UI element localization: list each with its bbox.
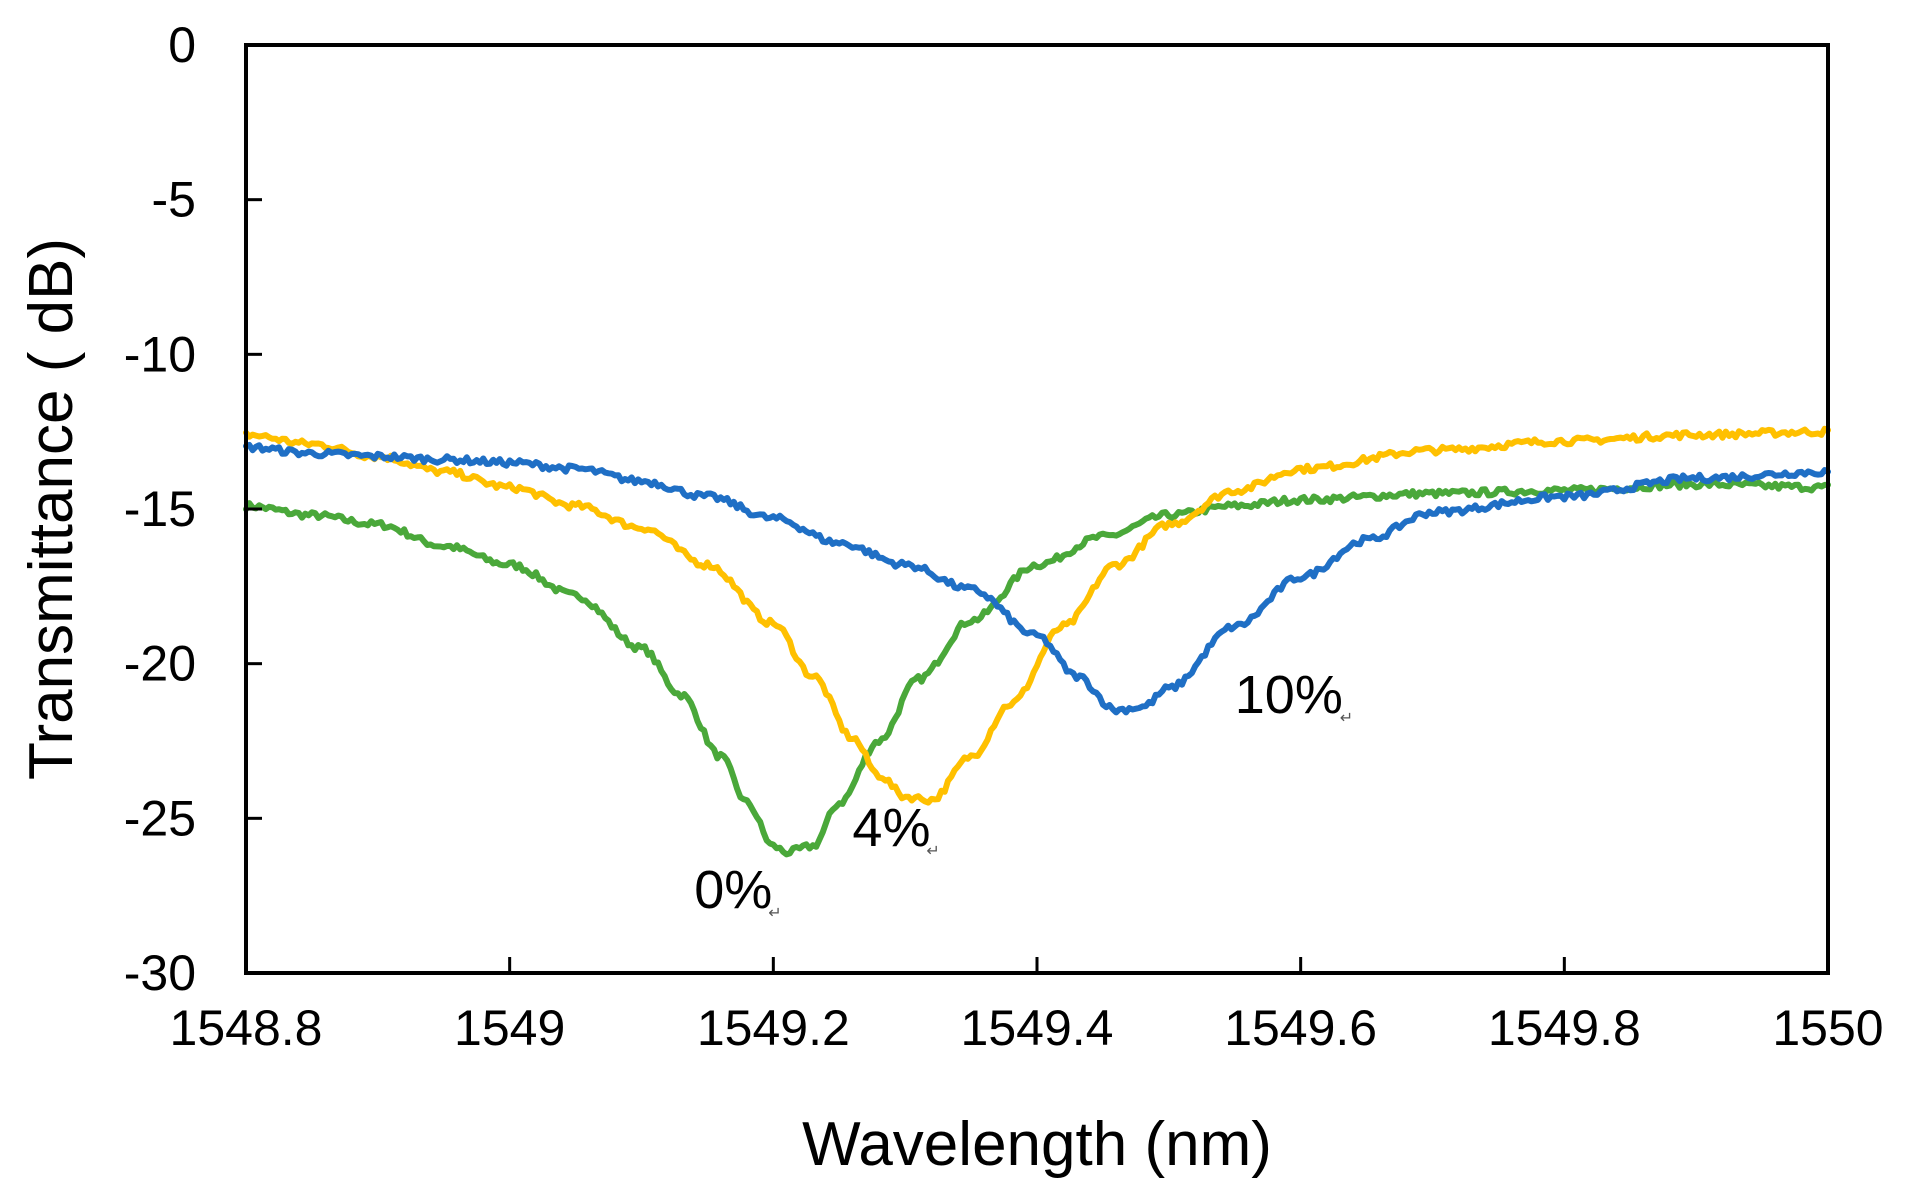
y-tick-label: -30 <box>124 945 196 1001</box>
y-tick-label: -10 <box>124 326 196 382</box>
y-tick-label: -25 <box>124 790 196 846</box>
y-tick-label: -5 <box>152 172 196 228</box>
x-tick-label: 1548.8 <box>170 1000 323 1056</box>
x-tick-label: 1549.6 <box>1224 1000 1377 1056</box>
labels-layer: 1548.8 1549 1549.2 1549.4 1549.6 1549.8 1550 0 -… <box>124 17 1884 1056</box>
series-layer <box>243 425 1831 858</box>
plot-area-frame <box>244 43 1830 975</box>
x-axis-title: Wavelength (nm) <box>802 1110 1272 1179</box>
x-tick-label: 1549.4 <box>961 1000 1114 1056</box>
series-line-10pct <box>243 441 1831 716</box>
y-tick-label: -20 <box>124 636 196 692</box>
paragraph-mark-icon: ↵ <box>1340 708 1353 727</box>
curve-label-0pct: 0% <box>694 860 772 920</box>
x-tick-label: 1549 <box>454 1000 565 1056</box>
x-tick-label: 1550 <box>1772 1000 1883 1056</box>
x-tick-label: 1549.2 <box>697 1000 850 1056</box>
y-tick-label: 0 <box>168 17 196 73</box>
series-line-0pct <box>243 478 1831 858</box>
y-axis-title: Transmittance ( dB) <box>17 238 86 780</box>
paragraph-mark-icon: ↵ <box>768 903 781 922</box>
curve-label-10pct: 10% <box>1235 665 1343 725</box>
curve-label-4pct: 4% <box>852 798 930 858</box>
paragraph-mark-icon: ↵ <box>926 841 939 860</box>
ticks-layer <box>244 43 1830 975</box>
x-tick-label: 1549.8 <box>1488 1000 1641 1056</box>
series-line-4pct <box>243 425 1831 806</box>
y-tick-label: -15 <box>124 481 196 537</box>
